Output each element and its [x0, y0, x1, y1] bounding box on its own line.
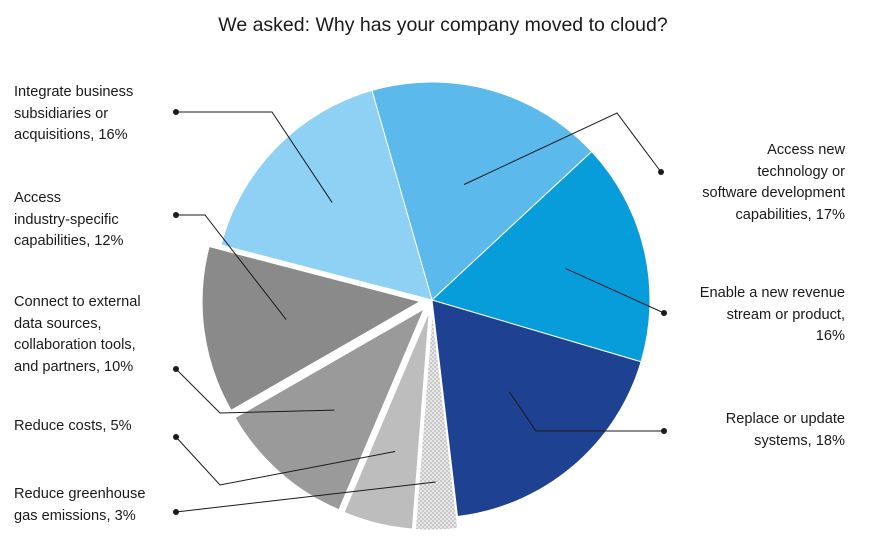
leader-line-revenue-stream — [565, 268, 665, 314]
pie-slice-revenue-stream — [431, 150, 651, 363]
leader-dot-integrate-business — [173, 109, 179, 115]
leader-dot-new-technology — [658, 169, 664, 175]
slice-label-revenue-stream: Enable a new revenue stream or product, … — [699, 285, 845, 345]
leader-dot-external-data — [173, 366, 179, 372]
slice-label-new-technology: Access new technology or software develo… — [702, 142, 845, 223]
leader-line-integrate-business — [176, 111, 333, 203]
leader-line-reduce-costs — [175, 436, 396, 486]
slice-label-greenhouse: Reduce greenhouse gas emissions, 3% — [14, 486, 146, 524]
leader-dot-replace-systems — [661, 428, 667, 434]
pie-slice-new-technology — [371, 81, 593, 301]
pie-slice-integrate-business — [220, 89, 433, 301]
slice-label-industry-specific: Access industry-specific capabilities, 1… — [14, 190, 124, 250]
leader-line-new-technology — [463, 112, 662, 185]
slice-label-integrate-business: Integrate business subsidiaries or acqui… — [14, 84, 134, 144]
pie-slice-greenhouse — [414, 311, 459, 531]
leader-line-external-data — [175, 368, 335, 414]
pie-slice-reduce-costs — [343, 311, 430, 530]
chart-title: We asked: Why has your company moved to … — [218, 14, 668, 36]
pie-slice-replace-systems — [431, 299, 642, 518]
pie-slice-industry-specific — [201, 245, 422, 412]
leader-line-replace-systems — [508, 391, 664, 432]
leader-dot-industry-specific — [173, 212, 179, 218]
leader-line-industry-specific — [176, 214, 287, 320]
leader-dot-revenue-stream — [661, 310, 667, 316]
leader-line-greenhouse — [175, 481, 436, 513]
leader-dot-reduce-costs — [173, 434, 179, 440]
slice-label-reduce-costs: Reduce costs, 5% — [14, 418, 132, 434]
leader-dot-greenhouse — [173, 509, 179, 515]
pie-slice-external-data — [234, 307, 426, 511]
slice-label-external-data: Connect to external data sources, collab… — [14, 294, 141, 375]
slice-label-replace-systems: Replace or update systems, 18% — [725, 411, 845, 449]
